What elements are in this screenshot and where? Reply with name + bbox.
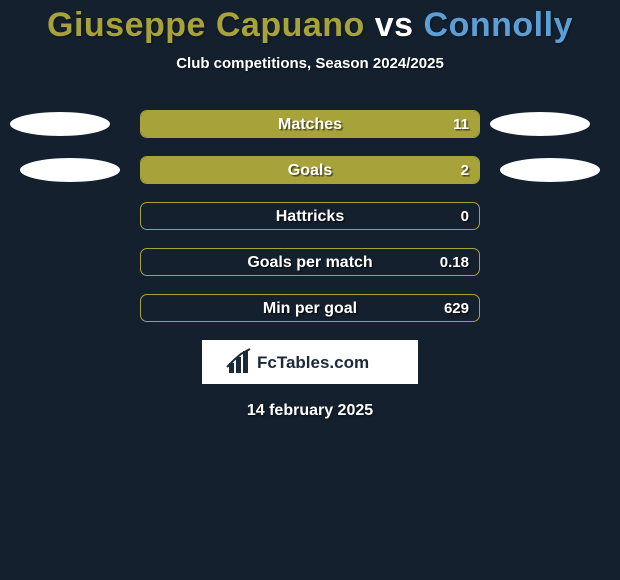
bar-track: Min per goal629 (140, 294, 480, 322)
title-vs: vs (365, 6, 424, 44)
bar-value: 629 (444, 295, 469, 322)
stat-row: Goals per match0.18 (0, 248, 620, 276)
bar-label: Hattricks (141, 203, 479, 230)
bar-chart-icon (227, 349, 250, 373)
stat-row: Min per goal629 (0, 294, 620, 322)
comparison-chart: Matches11 Goals2 Hattricks0 Goals per match… (0, 110, 620, 322)
subtitle: Club competitions, Season 2024/2025 (0, 55, 620, 72)
bar-value: 0 (461, 203, 469, 230)
page-title: Giuseppe Capuano vs Connolly (0, 0, 620, 45)
bar-track: Goals2 (140, 156, 480, 184)
bar-label: Matches (141, 111, 479, 138)
stat-row: Hattricks0 (0, 202, 620, 230)
logo-text: FcTables.com (257, 353, 369, 372)
stat-row: Goals2 (0, 156, 620, 184)
fctables-logo[interactable]: FcTables.com (202, 340, 418, 384)
bar-value: 11 (453, 111, 469, 138)
bar-label: Goals per match (141, 249, 479, 276)
date-text: 14 february 2025 (0, 402, 620, 420)
bar-track: Goals per match0.18 (140, 248, 480, 276)
bar-value: 0.18 (440, 249, 469, 276)
title-player2: Connolly (424, 6, 573, 44)
bar-value: 2 (461, 157, 469, 184)
bar-track: Hattricks0 (140, 202, 480, 230)
bar-label: Min per goal (141, 295, 479, 322)
bar-track: Matches11 (140, 110, 480, 138)
title-player1: Giuseppe Capuano (47, 6, 365, 44)
stat-row: Matches11 (0, 110, 620, 138)
bar-label: Goals (141, 157, 479, 184)
